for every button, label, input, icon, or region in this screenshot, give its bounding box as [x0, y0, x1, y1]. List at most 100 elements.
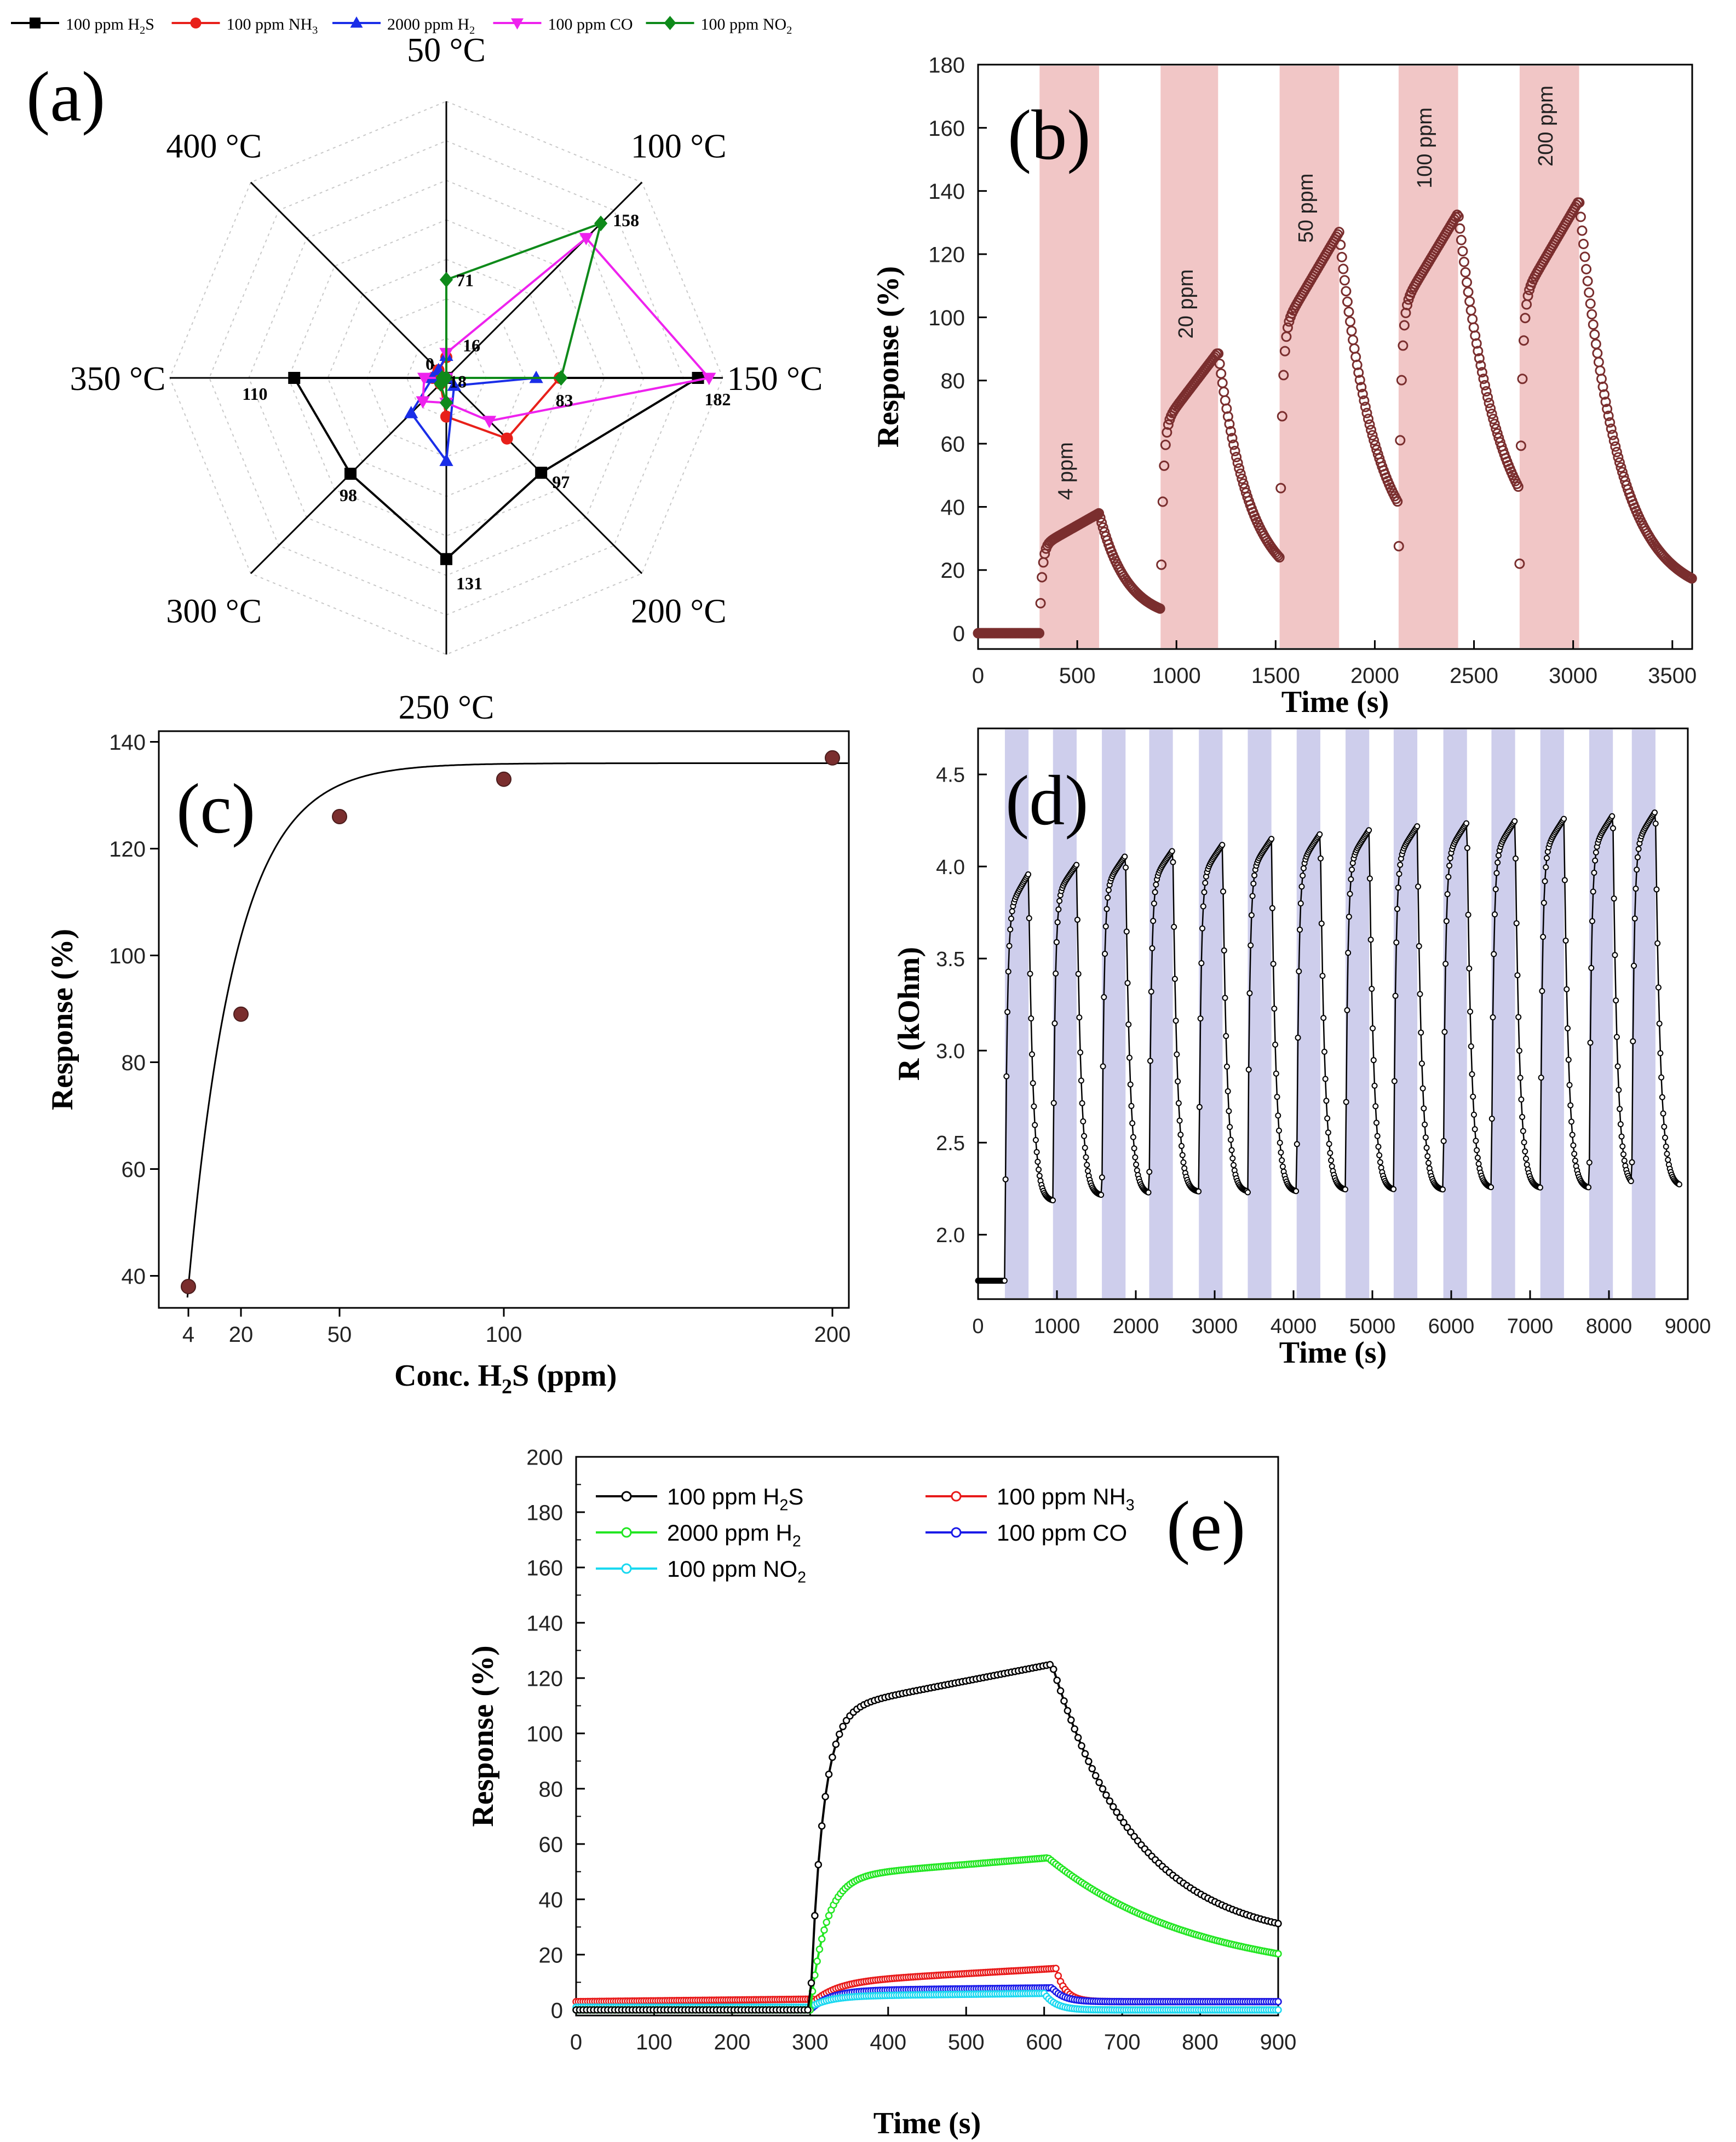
data-point: [1452, 209, 1463, 220]
data-point: [1603, 410, 1614, 421]
exposure-band: [1102, 730, 1126, 1298]
exposure-band: [1631, 730, 1655, 1298]
data-point: [1417, 991, 1423, 997]
data-point: [1488, 414, 1499, 424]
data-point: [1347, 891, 1353, 897]
data-point: [1544, 855, 1550, 862]
data-point: [1686, 573, 1697, 584]
data-point: [1589, 918, 1595, 924]
radar-point-co: [417, 372, 432, 386]
data-point-e_h2s: [1071, 1725, 1078, 1733]
data-point: [1657, 1050, 1664, 1056]
data-point: [1399, 320, 1410, 331]
x-tick-label: 200: [714, 2030, 751, 2054]
data-point: [1318, 855, 1324, 862]
y-axis-title: Response (%): [871, 266, 905, 447]
data-point: [1676, 1181, 1682, 1187]
radar-value-label: 16: [463, 336, 480, 355]
y-tick-label: 60: [539, 1833, 564, 1857]
data-point: [1634, 866, 1640, 873]
radar-point-h2s: [692, 372, 704, 384]
data-point: [1342, 296, 1353, 307]
x-tick-label: 1500: [1251, 664, 1300, 688]
data-point: [1213, 348, 1224, 359]
data-point: [1149, 945, 1156, 951]
data-point: [1369, 985, 1375, 992]
data-point: [1661, 1123, 1668, 1130]
x-tick-label: 50: [327, 1323, 352, 1347]
data-point: [1565, 1056, 1572, 1063]
data-point: [1278, 370, 1289, 381]
data-point: [1475, 1161, 1482, 1167]
data-point: [1232, 457, 1243, 468]
data-point: [1171, 975, 1178, 982]
data-point: [1094, 508, 1105, 519]
data-point: [1608, 435, 1619, 446]
data-point: [1126, 1054, 1133, 1061]
data-point: [1561, 816, 1567, 822]
data-point: [1654, 940, 1661, 946]
data-point: [1523, 1156, 1530, 1162]
data-point: [1080, 1118, 1087, 1125]
data-point: [1282, 322, 1293, 333]
data-point: [1471, 338, 1482, 349]
legend-label-e_h2: 2000 ppm H2: [667, 1520, 801, 1550]
radar-value-label: 182: [705, 389, 731, 409]
data-point: [1051, 1020, 1058, 1026]
data-point: [1570, 1142, 1577, 1148]
data-point: [1495, 852, 1502, 859]
x-tick-label: 2000: [1113, 1315, 1159, 1338]
data-point: [1105, 887, 1112, 893]
data-point: [1618, 1133, 1625, 1140]
exposure-label: 200 ppm: [1534, 85, 1557, 166]
y-tick-label: 100: [526, 1722, 563, 1746]
data-point: [1132, 1154, 1139, 1161]
data-point: [1151, 900, 1157, 907]
data-point: [1229, 1155, 1236, 1162]
data-point: [1663, 1143, 1669, 1150]
data-point: [1244, 1189, 1251, 1196]
data-point: [1613, 1033, 1620, 1040]
data-point: [1492, 428, 1503, 439]
y-tick-label: 120: [526, 1667, 563, 1691]
legend-marker-e_h2: [621, 1527, 632, 1538]
y-tick-label: 40: [941, 496, 965, 520]
x-tick-label: 200: [814, 1323, 851, 1347]
radar-value-label: 110: [242, 384, 267, 404]
y-tick-label: 0: [551, 1999, 563, 2023]
data-point: [1396, 375, 1407, 386]
radar-value-label: 98: [340, 485, 357, 505]
panel-label-c: (c): [176, 769, 255, 848]
data-point: [1588, 964, 1595, 971]
data-point: [1179, 1142, 1185, 1149]
data-point: [1146, 1169, 1153, 1175]
data-point: [1474, 353, 1485, 364]
data-point: [1172, 1018, 1179, 1024]
data-point: [1329, 1163, 1335, 1169]
data-point: [1391, 1078, 1398, 1084]
y-tick-label: 140: [928, 180, 965, 204]
data-point: [1129, 1120, 1136, 1127]
data-point: [1349, 866, 1355, 873]
radar-point-h2s: [288, 372, 301, 384]
data-point: [1416, 943, 1422, 950]
data-point: [1030, 1080, 1036, 1087]
data-point: [1489, 418, 1500, 429]
x-tick-label: 800: [1182, 2030, 1218, 2054]
data-point: [1634, 854, 1641, 860]
data-point: [1031, 1103, 1037, 1110]
legend-label-e_h2s: 100 ppm H2S: [667, 1484, 803, 1514]
data-point-e_h2s: [1060, 1697, 1068, 1705]
data-point: [1658, 1074, 1665, 1081]
radar-point-h2: [447, 378, 461, 391]
data-point: [1466, 965, 1473, 972]
data-point-e_h2s: [807, 1979, 815, 1987]
x-tick-label: 6000: [1428, 1315, 1475, 1338]
data-point: [1074, 916, 1080, 923]
data-point: [1492, 886, 1499, 893]
data-point: [1446, 863, 1453, 869]
exposure-band: [1149, 730, 1173, 1298]
data-point: [1026, 915, 1032, 922]
data-point: [1103, 906, 1110, 912]
legend-label-e_nh3: 100 ppm NH3: [997, 1484, 1135, 1514]
